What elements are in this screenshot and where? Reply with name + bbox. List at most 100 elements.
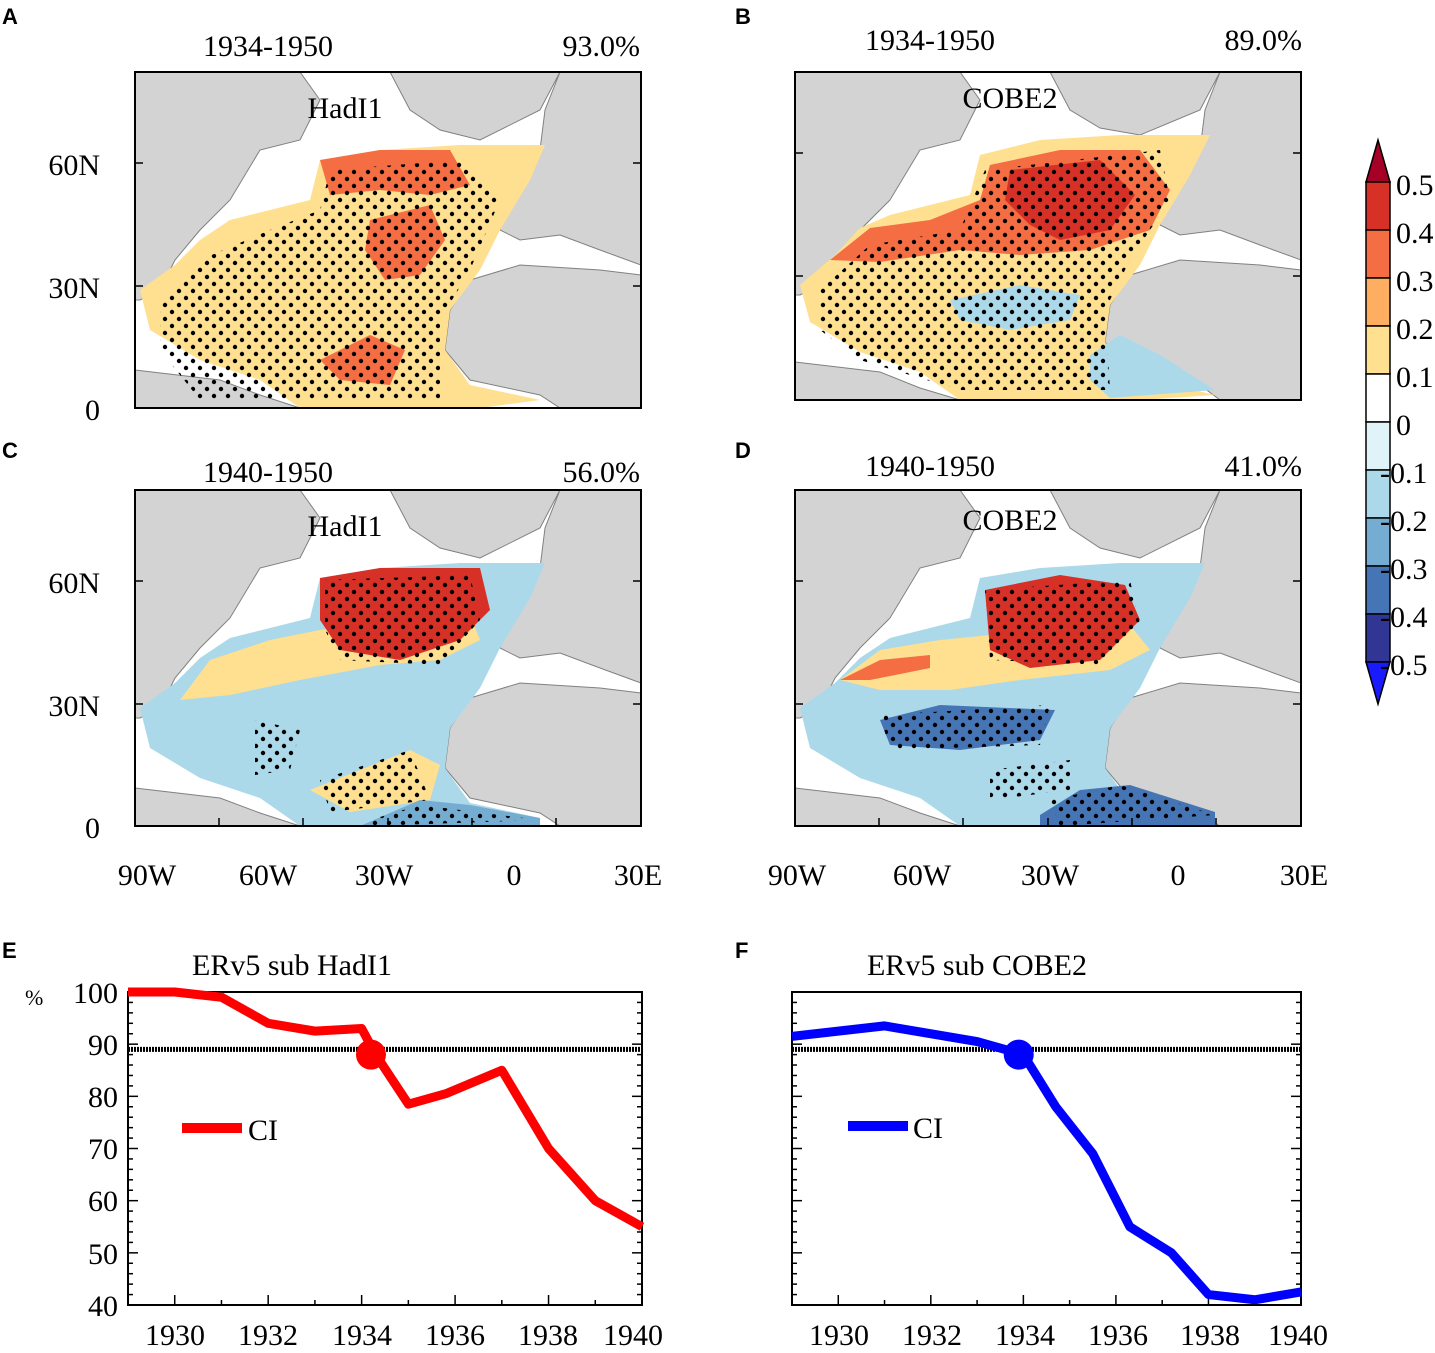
land-north-america (135, 490, 321, 719)
panel-letter-e: E (2, 938, 17, 963)
chart-marks-f (791, 991, 1302, 1306)
colorbar-label-9: -0.3 (1380, 553, 1428, 586)
land-greenland (389, 490, 561, 559)
x-tick-label-e-1930: 1930 (145, 1319, 205, 1352)
map-period-b: 1934-1950 (865, 24, 995, 57)
map-dataset-d: COBE2 (962, 504, 1057, 537)
chart-title-f: ERv5 sub COBE2 (867, 949, 1087, 982)
map-dataset-c: HadI1 (308, 510, 383, 543)
colorbar-label-7: -0.1 (1380, 457, 1428, 490)
lat-label-a-60n: 60N (48, 149, 100, 182)
panel-letter-b: B (735, 4, 751, 29)
lon-label-c-30w: 30W (355, 859, 414, 892)
map-percent-c: 56.0% (563, 456, 641, 489)
map-panel-c: C 1940-1950 56.0% HadI1 (2, 438, 642, 827)
land-north-america (795, 490, 981, 719)
panel-letter-f: F (735, 938, 748, 963)
land-greenland (389, 72, 561, 141)
sst-warm-strip-d (840, 655, 930, 680)
colorbar-bin-9 (1365, 565, 1391, 615)
chart-marks-e (127, 987, 645, 1306)
series-line-e (128, 987, 645, 1231)
colorbar-bin-6 (1365, 421, 1391, 471)
x-tick-label-e-1940: 1940 (603, 1319, 663, 1352)
map-panel-d: D 1940-1950 41.0% COBE2 (735, 438, 1303, 827)
plot-area-e (127, 991, 643, 1306)
land-europe (1159, 490, 1301, 684)
colorbar-label-4: 0.2 (1396, 313, 1434, 346)
y-tick-label-e-70: 70 (88, 1133, 118, 1166)
y-axis-label-e: % (25, 985, 43, 1010)
panel-letter-c: C (2, 438, 18, 463)
sst-cool-south-b (1090, 335, 1215, 398)
lon-label-c-0: 0 (507, 859, 522, 892)
line-chart-e: E ERv5 sub HadI1 % 100 90 80 70 60 50 40… (2, 938, 663, 1352)
colorbar: 0.5 0.4 0.3 0.2 0.1 0 -0.1 -0.2 -0.3 -0.… (1365, 137, 1434, 707)
crossing-marker-f (1003, 1039, 1034, 1070)
colorbar-label-2: 0.4 (1396, 217, 1434, 250)
map-percent-b: 89.0% (1225, 24, 1303, 57)
lon-label-c-90w: 90W (118, 859, 177, 892)
lat-label-a-30n: 30N (48, 272, 100, 305)
colorbar-label-1: 0.5 (1396, 169, 1434, 202)
stipple-d (880, 580, 1215, 826)
legend-label-f: CI (913, 1112, 943, 1145)
colorbar-bin-7 (1365, 469, 1391, 519)
lon-label-c-30e: 30E (614, 859, 662, 892)
panel-letter-d: D (735, 438, 751, 463)
colorbar-bin-10 (1365, 613, 1391, 663)
lon-label-c-60w: 60W (239, 859, 298, 892)
y-tick-label-e-90: 90 (88, 1029, 118, 1062)
colorbar-label-6: 0 (1396, 409, 1411, 442)
x-tick-label-f-1934: 1934 (995, 1319, 1055, 1352)
map-dataset-b: COBE2 (962, 82, 1057, 115)
y-tick-label-e-40: 40 (88, 1290, 118, 1323)
colorbar-label-8: -0.2 (1380, 505, 1428, 538)
x-tick-label-f-1938: 1938 (1180, 1319, 1240, 1352)
x-tick-label-f-1940: 1940 (1268, 1319, 1328, 1352)
lat-labels: 60N 30N 0 60N 30N 0 (48, 149, 100, 845)
land-north-america (795, 72, 981, 296)
colorbar-bin-5 (1365, 373, 1391, 423)
land-south-america (135, 787, 301, 826)
map-percent-d: 41.0% (1225, 450, 1303, 483)
lon-label-d-30e: 30E (1280, 859, 1328, 892)
series-line-f (791, 1021, 1302, 1305)
colorbar-bin-4 (1365, 325, 1391, 375)
colorbar-label-11: -0.5 (1380, 649, 1428, 682)
lon-labels: 90W 60W 30W 0 30E 90W 60W 30W 0 30E (118, 859, 1328, 892)
x-tick-label-f-1930: 1930 (809, 1319, 869, 1352)
lon-label-d-90w: 90W (768, 859, 827, 892)
lon-label-d-30w: 30W (1021, 859, 1080, 892)
colorbar-cap-top (1365, 137, 1391, 183)
crossing-marker-e (355, 1039, 386, 1070)
colorbar-bin-2 (1365, 229, 1391, 279)
panel-letter-a: A (2, 4, 18, 29)
map-panel-a: A 1934-1950 93.0% HadI1 (2, 4, 642, 409)
x-tick-label-e-1932: 1932 (238, 1319, 298, 1352)
map-percent-a: 93.0% (563, 30, 641, 63)
lat-label-c-30n: 30N (48, 690, 100, 723)
x-tick-label-e-1936: 1936 (425, 1319, 485, 1352)
map-dataset-a: HadI1 (308, 92, 383, 125)
stipple-b (820, 150, 1170, 390)
colorbar-cap-bottom (1365, 661, 1391, 707)
colorbar-label-10: -0.4 (1380, 601, 1428, 634)
colorbar-bin-1 (1365, 181, 1391, 231)
land-south-america (795, 361, 961, 400)
map-period-c: 1940-1950 (203, 456, 333, 489)
colorbar-label-5: 0.1 (1396, 361, 1434, 394)
land-greenland (1049, 490, 1221, 559)
map-panel-b: B 1934-1950 89.0% COBE2 (735, 4, 1303, 401)
lat-label-c-0: 0 (85, 812, 100, 845)
land-europe (499, 72, 641, 266)
map-ticks (135, 152, 1301, 826)
colorbar-bin-3 (1365, 277, 1391, 327)
lon-label-d-0: 0 (1171, 859, 1186, 892)
y-tick-label-e-100: 100 (73, 977, 118, 1010)
land-north-america (135, 72, 321, 301)
legend-label-e: CI (248, 1114, 278, 1147)
plot-area-f (791, 991, 1302, 1306)
lat-label-c-60n: 60N (48, 567, 100, 600)
